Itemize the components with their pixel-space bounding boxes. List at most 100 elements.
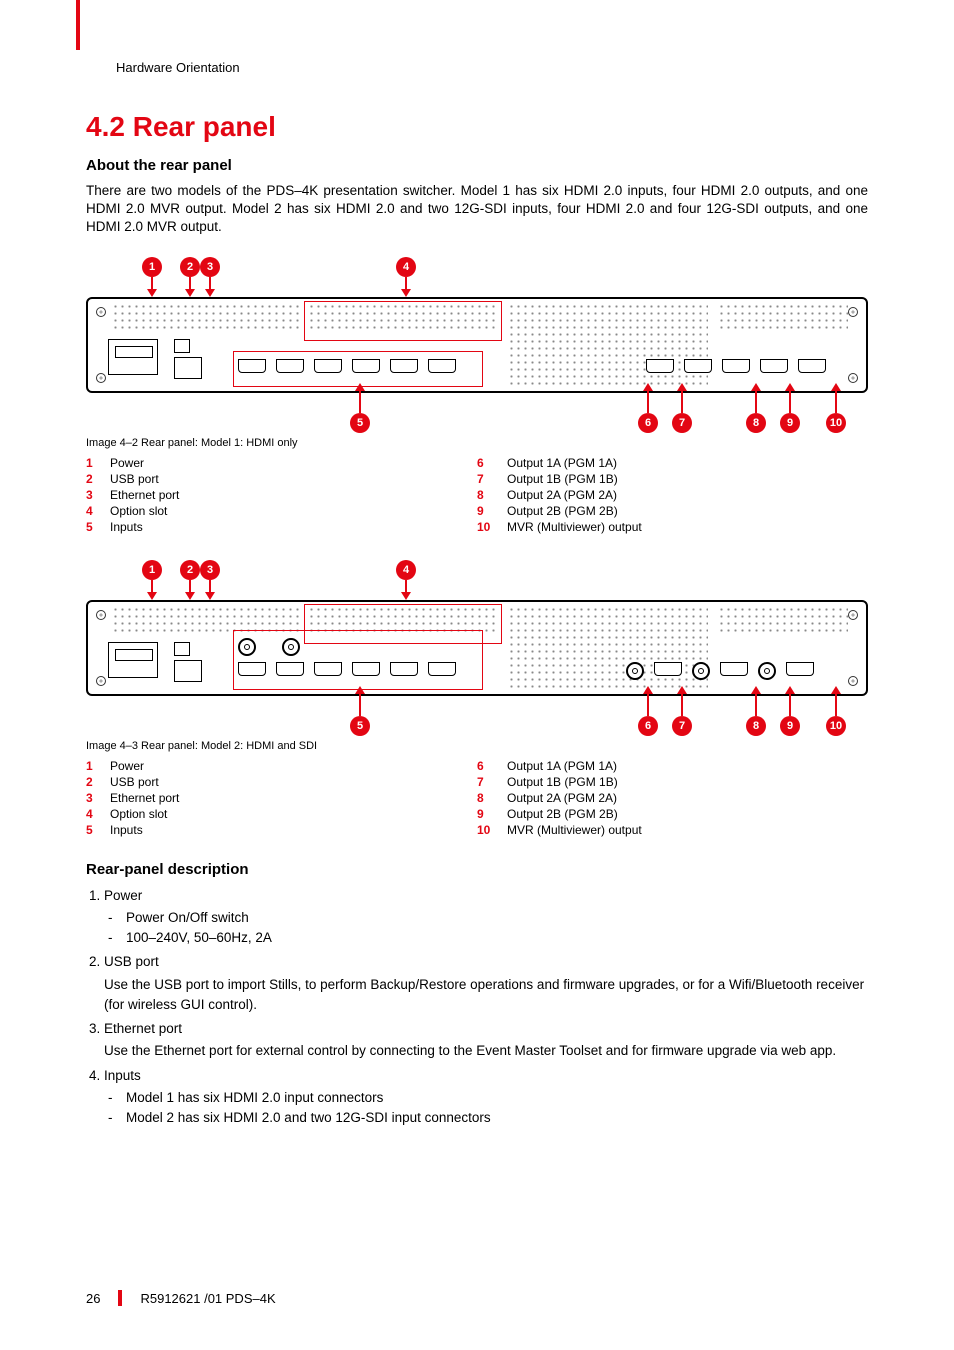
device-rear-model-1 xyxy=(86,297,868,393)
legend-row: 7Output 1B (PGM 1B) xyxy=(477,774,868,790)
legend-number: 3 xyxy=(86,487,110,503)
output-strip xyxy=(626,662,836,684)
legend-model-1: 1Power2USB port3Ethernet port4Option slo… xyxy=(86,455,868,536)
page-footer: 26 R5912621 /01 PDS–4K xyxy=(86,1290,276,1306)
legend-text: Output 2B (PGM 2B) xyxy=(507,503,618,519)
legend-row: 4Option slot xyxy=(86,503,477,519)
section-title: 4.2 Rear panel xyxy=(86,111,868,143)
legend-number: 1 xyxy=(86,758,110,774)
desc-item-title: Ethernet port xyxy=(104,1019,868,1039)
legend-number: 5 xyxy=(86,822,110,838)
legend-text: Output 1B (PGM 1B) xyxy=(507,471,618,487)
legend-number: 5 xyxy=(86,519,110,535)
desc-item-text: Use the Ethernet port for external contr… xyxy=(104,1041,868,1061)
callout-bubble-10: 10 xyxy=(826,716,846,736)
section-number: 4.2 xyxy=(86,111,125,142)
legend-row: 9Output 2B (PGM 2B) xyxy=(477,503,868,519)
legend-number: 6 xyxy=(477,455,507,471)
legend-row: 6Output 1A (PGM 1A) xyxy=(477,758,868,774)
legend-text: Output 1A (PGM 1A) xyxy=(507,758,617,774)
legend-number: 6 xyxy=(477,758,507,774)
ethernet-port-icon xyxy=(174,357,202,379)
legend-row: 2USB port xyxy=(86,471,477,487)
desc-item: InputsModel 1 has six HDMI 2.0 input con… xyxy=(104,1066,868,1129)
desc-bullet: 100–240V, 50–60Hz, 2A xyxy=(126,928,868,948)
callout-bubble-4: 4 xyxy=(396,257,416,277)
desc-item: PowerPower On/Off switch100–240V, 50–60H… xyxy=(104,886,868,949)
legend-row: 2USB port xyxy=(86,774,477,790)
legend-model-2: 1Power2USB port3Ethernet port4Option slo… xyxy=(86,758,868,839)
legend-row: 1Power xyxy=(86,455,477,471)
desc-bullet: Model 2 has six HDMI 2.0 and two 12G-SDI… xyxy=(126,1108,868,1128)
rear-panel-desc-list: PowerPower On/Off switch100–240V, 50–60H… xyxy=(86,886,868,1129)
doc-id: R5912621 /01 PDS–4K xyxy=(140,1291,275,1306)
legend-row: 5Inputs xyxy=(86,519,477,535)
about-heading: About the rear panel xyxy=(86,157,868,174)
device-rear-model-2 xyxy=(86,600,868,696)
legend-row: 9Output 2B (PGM 2B) xyxy=(477,806,868,822)
legend-text: Ethernet port xyxy=(110,487,179,503)
callout-bubble-3: 3 xyxy=(200,257,220,277)
desc-bullet: Model 1 has six HDMI 2.0 input connector… xyxy=(126,1088,868,1108)
running-header: Hardware Orientation xyxy=(116,60,868,75)
callout-bubble-2: 2 xyxy=(180,257,200,277)
legend-number: 9 xyxy=(477,503,507,519)
footer-red-bar xyxy=(118,1290,122,1306)
desc-item: USB port Use the USB port to import Still… xyxy=(104,952,868,1015)
legend-text: Output 2A (PGM 2A) xyxy=(507,487,617,503)
legend-number: 1 xyxy=(86,455,110,471)
legend-row: 8Output 2A (PGM 2A) xyxy=(477,790,868,806)
legend-text: Inputs xyxy=(110,519,143,535)
page-number: 26 xyxy=(86,1291,100,1306)
legend-row: 10MVR (Multiviewer) output xyxy=(477,519,868,535)
desc-bullet: Power On/Off switch xyxy=(126,908,868,928)
desc-item-text: Use the USB port to import Stills, to pe… xyxy=(104,975,868,1016)
legend-text: Power xyxy=(110,758,144,774)
usb-port-icon xyxy=(174,642,190,656)
legend-number: 8 xyxy=(477,487,507,503)
hdmi-output-strip xyxy=(646,359,836,381)
callout-bubble-9: 9 xyxy=(780,716,800,736)
legend-number: 2 xyxy=(86,471,110,487)
figure-model-2: 1234 xyxy=(86,560,868,736)
callout-bubble-5: 5 xyxy=(350,413,370,433)
intro-paragraph: There are two models of the PDS–4K prese… xyxy=(86,182,868,237)
legend-row: 7Output 1B (PGM 1B) xyxy=(477,471,868,487)
legend-text: Option slot xyxy=(110,806,167,822)
callout-bubble-4: 4 xyxy=(396,560,416,580)
power-inlet-icon xyxy=(108,642,158,678)
legend-text: USB port xyxy=(110,471,159,487)
callout-bubble-6: 6 xyxy=(638,413,658,433)
legend-row: 8Output 2A (PGM 2A) xyxy=(477,487,868,503)
legend-text: Output 1A (PGM 1A) xyxy=(507,455,617,471)
header-red-bar xyxy=(76,0,80,50)
legend-number: 4 xyxy=(86,503,110,519)
legend-text: Output 2A (PGM 2A) xyxy=(507,790,617,806)
legend-text: Output 1B (PGM 1B) xyxy=(507,774,618,790)
callout-bubble-8: 8 xyxy=(746,413,766,433)
legend-text: MVR (Multiviewer) output xyxy=(507,519,642,535)
callout-bubble-8: 8 xyxy=(746,716,766,736)
legend-number: 7 xyxy=(477,471,507,487)
legend-number: 2 xyxy=(86,774,110,790)
legend-text: Output 2B (PGM 2B) xyxy=(507,806,618,822)
legend-number: 3 xyxy=(86,790,110,806)
legend-number: 8 xyxy=(477,790,507,806)
desc-item: Ethernet portUse the Ethernet port for e… xyxy=(104,1019,868,1062)
section-name: Rear panel xyxy=(133,111,276,142)
figure-caption-2: Image 4–3 Rear panel: Model 2: HDMI and … xyxy=(86,740,868,752)
desc-item-title: USB port xyxy=(104,952,868,972)
desc-item-title: Power xyxy=(104,886,868,906)
callout-bubble-9: 9 xyxy=(780,413,800,433)
power-inlet-icon xyxy=(108,339,158,375)
callout-bubble-1: 1 xyxy=(142,560,162,580)
legend-row: 4Option slot xyxy=(86,806,477,822)
legend-number: 10 xyxy=(477,519,507,535)
legend-row: 3Ethernet port xyxy=(86,790,477,806)
legend-text: Option slot xyxy=(110,503,167,519)
callout-bubble-2: 2 xyxy=(180,560,200,580)
rear-panel-desc-heading: Rear-panel description xyxy=(86,861,868,878)
callout-bubble-6: 6 xyxy=(638,716,658,736)
ethernet-port-icon xyxy=(174,660,202,682)
legend-number: 7 xyxy=(477,774,507,790)
